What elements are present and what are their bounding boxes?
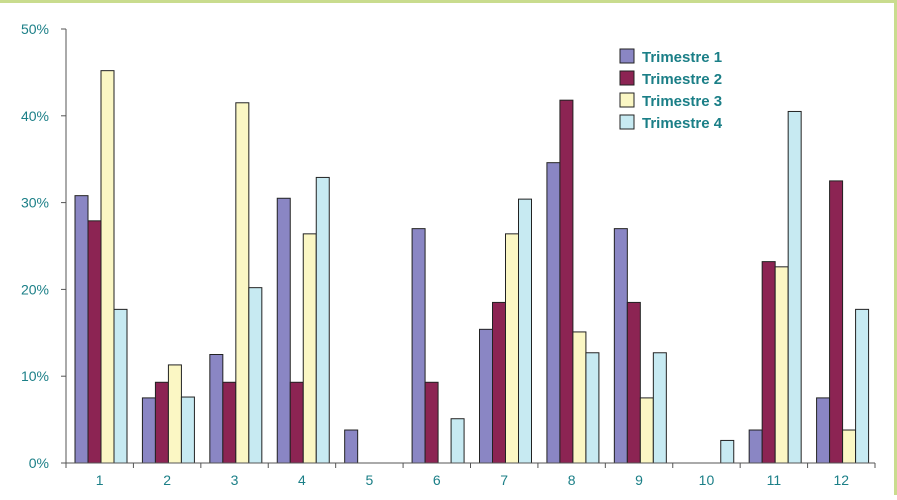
- x-tick-label: 9: [635, 472, 643, 488]
- bar-series1-cat6: [411, 228, 426, 464]
- y-tick-label: 0%: [29, 455, 49, 471]
- legend-swatch-series3: [619, 92, 635, 108]
- bar-series3-cat3: [235, 102, 250, 464]
- x-tick-label: 11: [767, 472, 782, 488]
- bar-series3-cat11: [774, 266, 789, 464]
- bars-group: [74, 70, 870, 464]
- bar-series1-cat4: [276, 197, 291, 464]
- bar-series4-cat2: [180, 396, 195, 464]
- bar-series4-cat6: [450, 418, 465, 464]
- x-tick-label: 7: [500, 472, 508, 488]
- bar-series2-cat2: [154, 381, 169, 464]
- bar-series2-cat1: [87, 220, 102, 464]
- bar-series2-cat8: [559, 99, 574, 464]
- bar-series4-cat7: [518, 198, 532, 464]
- y-tick-label: 50%: [21, 21, 49, 37]
- legend-label-series4: Trimestre 4: [642, 115, 723, 132]
- legend-label-series2: Trimestre 2: [642, 71, 722, 88]
- bar-series1-cat7: [479, 328, 493, 464]
- x-tick-label: 4: [298, 472, 306, 488]
- legend-swatch-series2: [619, 70, 635, 86]
- bar-series3-cat4: [302, 233, 317, 464]
- frame-border-right: [894, 0, 897, 495]
- x-tick-label: 8: [568, 472, 576, 488]
- bar-series4-cat3: [248, 287, 263, 464]
- bar-series3-cat12: [842, 429, 857, 464]
- y-tick-label: 10%: [21, 368, 49, 384]
- bar-series4-cat1: [113, 308, 128, 464]
- bar-series4-cat10: [720, 439, 735, 464]
- bar-series1-cat12: [816, 397, 831, 464]
- x-tick-label: 6: [433, 472, 441, 488]
- bar-series2-cat4: [289, 381, 304, 464]
- bar-series4-cat4: [315, 176, 330, 464]
- bar-series2-cat12: [829, 180, 844, 464]
- bar-series1-cat2: [141, 397, 156, 464]
- bar-series1-cat3: [209, 354, 224, 464]
- legend: Trimestre 1 Trimestre 2 Trimestre 3 Trimest…: [619, 48, 723, 132]
- bar-series3-cat1: [100, 70, 115, 464]
- x-tick-label: 2: [163, 472, 171, 488]
- legend-swatch-series1: [619, 48, 635, 64]
- bar-series2-cat7: [492, 301, 506, 464]
- legend-label-series1: Trimestre 1: [642, 49, 722, 66]
- bar-series3-cat8: [572, 331, 587, 464]
- bar-series1-cat9: [613, 228, 628, 464]
- x-tick-label: 5: [365, 472, 373, 488]
- bar-series3-cat7: [505, 233, 519, 464]
- x-tick-label: 10: [699, 472, 715, 488]
- bar-series1-cat8: [546, 162, 561, 464]
- bar-series1-cat11: [748, 429, 763, 464]
- legend-label-series3: Trimestre 3: [642, 93, 722, 110]
- bar-series4-cat12: [855, 308, 870, 464]
- bar-series2-cat3: [222, 381, 237, 464]
- x-tick-label: 12: [834, 472, 850, 488]
- y-tick-label: 20%: [21, 281, 49, 297]
- bar-series2-cat11: [761, 261, 776, 464]
- bar-series1-cat1: [74, 195, 89, 464]
- bar-series4-cat11: [787, 110, 802, 464]
- bar-series4-cat9: [652, 352, 667, 464]
- y-tick-label: 40%: [21, 108, 49, 124]
- y-tick-label: 30%: [21, 195, 49, 211]
- x-tick-label: 3: [231, 472, 239, 488]
- bar-series3-cat2: [167, 364, 182, 464]
- axes-group: 0%10%20%30%40%50%1 2 3 4 5 6 7 8 9 10 11 12: [21, 21, 876, 488]
- x-tick-label: 1: [96, 472, 104, 488]
- frame-border-top: [0, 0, 897, 3]
- bar-series2-cat9: [626, 301, 641, 464]
- bar-series4-cat8: [585, 352, 600, 464]
- bar-series1-cat5: [344, 429, 359, 464]
- legend-swatch-series4: [619, 114, 635, 130]
- bar-series2-cat6: [424, 381, 439, 464]
- bar-series3-cat9: [639, 397, 654, 464]
